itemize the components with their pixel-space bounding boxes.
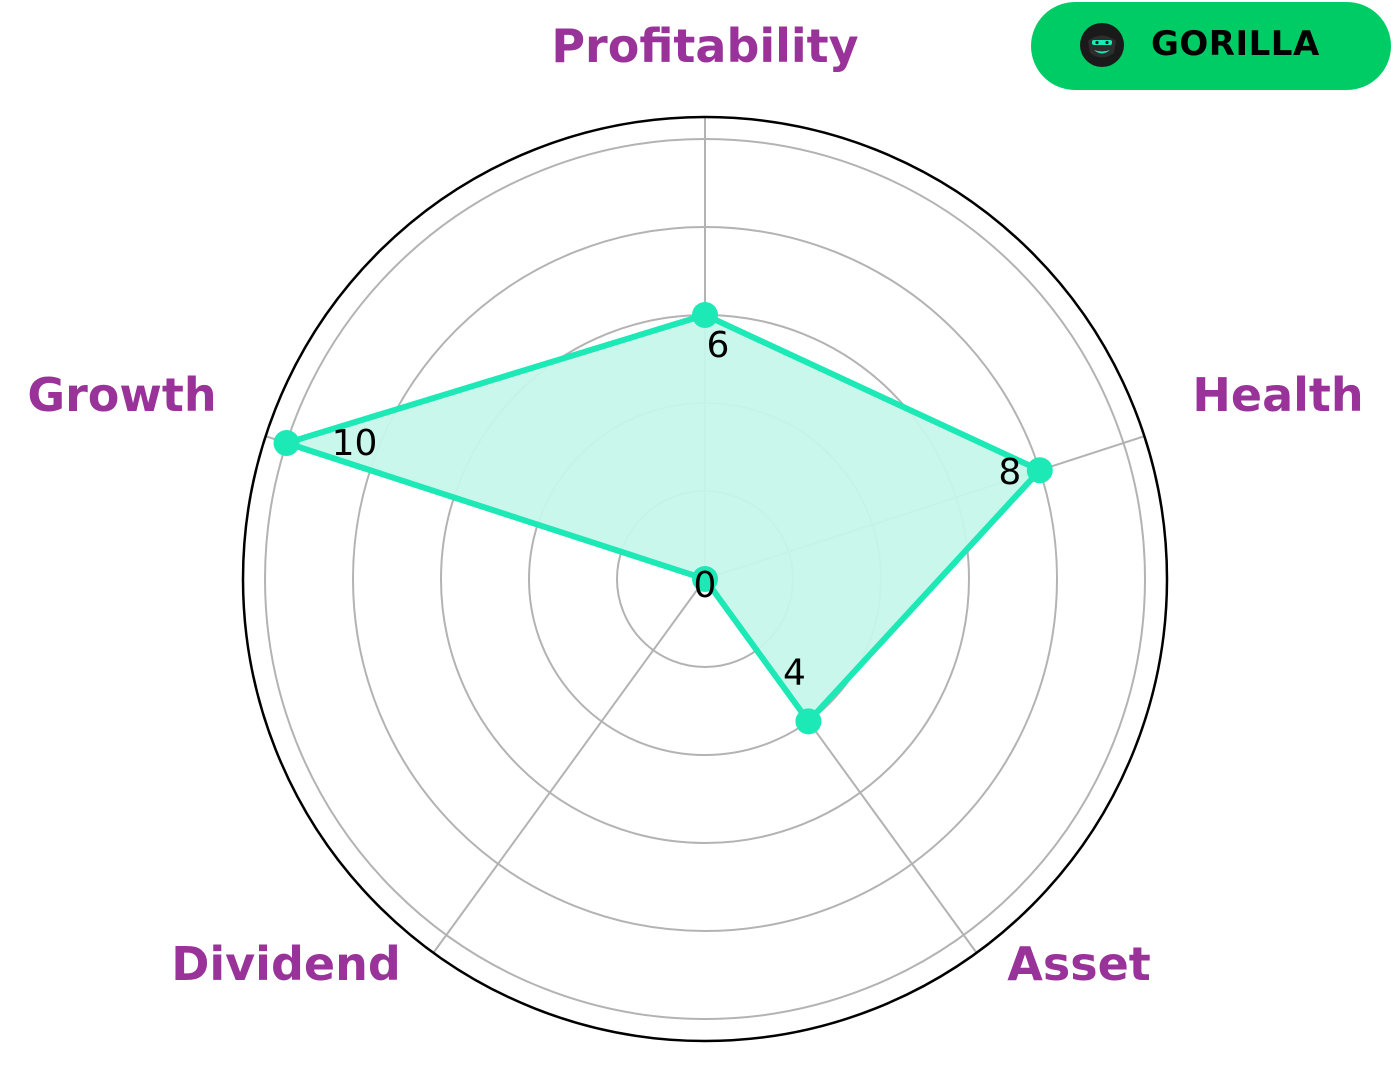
brand-name: GORILLA [1151, 24, 1320, 64]
axis-label-health: Health [1192, 368, 1363, 422]
series-area [276, 311, 1045, 727]
radar-series [273, 302, 1053, 735]
radar-labels: Profitability Health Asset Dividend Growth 6 8… [27, 19, 1363, 991]
data-point-profitability [692, 302, 718, 328]
axis-label-profitability: Profitability [551, 19, 858, 73]
value-label-growth: 10 [332, 423, 378, 464]
axis-label-dividend: Dividend [171, 937, 401, 991]
data-point-dividend [692, 566, 718, 592]
value-label-health: 8 [998, 452, 1021, 493]
data-point-health [1026, 457, 1053, 484]
axis-label-growth: Growth [27, 368, 216, 422]
data-point-growth [273, 430, 300, 457]
gorilla-face-icon [1080, 23, 1124, 67]
radar-frame [241, 115, 1169, 1043]
value-label-asset: 4 [783, 652, 806, 693]
axis-label-asset: Asset [1007, 937, 1151, 991]
value-label-dividend: 0 [694, 565, 717, 606]
brand-badge: GORILLA [1031, 2, 1391, 90]
data-point-asset [795, 708, 822, 735]
grid-spoke-dividend [432, 578, 706, 954]
value-label-profitability: 6 [707, 325, 730, 366]
